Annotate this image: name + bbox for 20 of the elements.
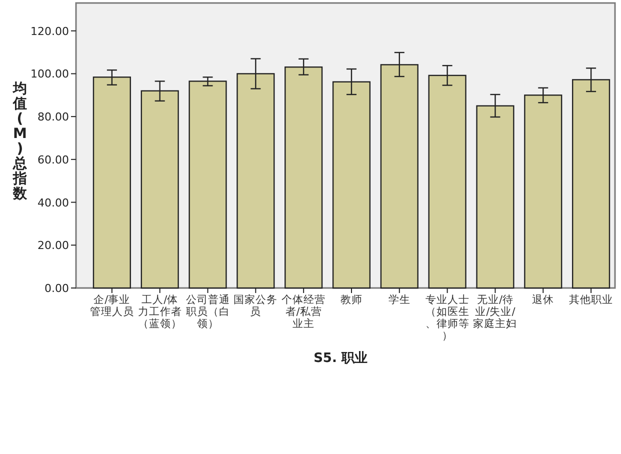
x-tick-label: 企/事业管理人员: [90, 293, 134, 318]
x-tick-label: 无业/待业/失业/家庭主妇: [473, 293, 518, 330]
x-tick-label: 教师: [340, 294, 362, 306]
y-tick-label: 60.00: [38, 153, 69, 166]
y-tick-label: 0.00: [44, 282, 69, 295]
x-tick-label: 退休: [532, 293, 554, 306]
y-tick-label: 100.00: [30, 68, 69, 81]
y-tick-label: 80.00: [38, 110, 69, 124]
x-tick-label: 专业人士（如医生、律师等）: [425, 293, 470, 342]
x-tick-label: 个体经营者/私营业主: [282, 293, 326, 330]
y-axis-title: 均值(M)总指数: [13, 81, 27, 202]
y-tick-label: 120.00: [30, 24, 69, 38]
x-tick-label: 国家公务员: [234, 293, 278, 318]
y-tick-label: 40.00: [38, 196, 69, 210]
x-tick-label: 工人/体力工作者（蓝领）: [138, 294, 182, 330]
x-axis-title: S5. 职业: [314, 351, 368, 366]
x-tick-label: 公司普通职员（白领）: [186, 293, 230, 330]
y-tick-label: 20.00: [38, 239, 69, 252]
x-tick-label: 学生: [388, 293, 410, 306]
x-tick-label: 其他职业: [569, 293, 614, 306]
